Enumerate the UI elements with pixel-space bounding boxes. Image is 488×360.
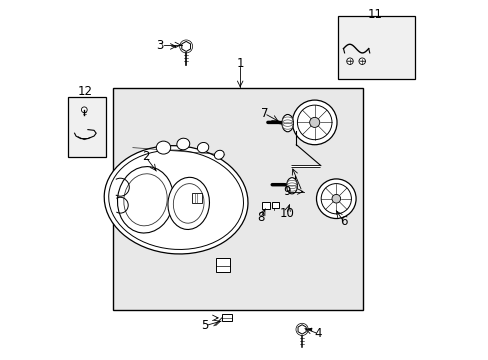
Text: 3: 3 — [156, 39, 163, 51]
Circle shape — [309, 117, 319, 127]
Text: 4: 4 — [314, 327, 322, 340]
Text: 5: 5 — [201, 319, 208, 332]
Circle shape — [316, 179, 355, 219]
Ellipse shape — [156, 141, 170, 154]
Circle shape — [346, 58, 352, 64]
Bar — [271, 202, 279, 208]
Text: 6: 6 — [339, 215, 346, 228]
Ellipse shape — [177, 138, 189, 150]
Circle shape — [81, 107, 87, 113]
Text: 2: 2 — [142, 150, 149, 163]
Text: 9: 9 — [283, 185, 290, 198]
Bar — [215, 258, 230, 272]
Ellipse shape — [286, 178, 297, 194]
Bar — [192, 193, 202, 203]
Text: 10: 10 — [279, 207, 294, 220]
Ellipse shape — [104, 146, 247, 254]
Circle shape — [331, 194, 340, 203]
Text: 7: 7 — [260, 107, 267, 120]
Text: 12: 12 — [78, 85, 93, 98]
Bar — [261, 202, 269, 209]
Ellipse shape — [167, 177, 209, 229]
Bar — [68, 97, 106, 157]
Text: 11: 11 — [366, 8, 382, 21]
Bar — [113, 88, 363, 310]
Circle shape — [358, 58, 365, 64]
Ellipse shape — [214, 150, 224, 159]
Ellipse shape — [197, 143, 208, 153]
Ellipse shape — [117, 167, 173, 233]
Bar — [222, 314, 231, 321]
Bar — [337, 16, 415, 79]
Text: 1: 1 — [236, 57, 244, 69]
Ellipse shape — [282, 114, 293, 132]
Circle shape — [292, 100, 336, 145]
Text: 8: 8 — [257, 211, 264, 224]
